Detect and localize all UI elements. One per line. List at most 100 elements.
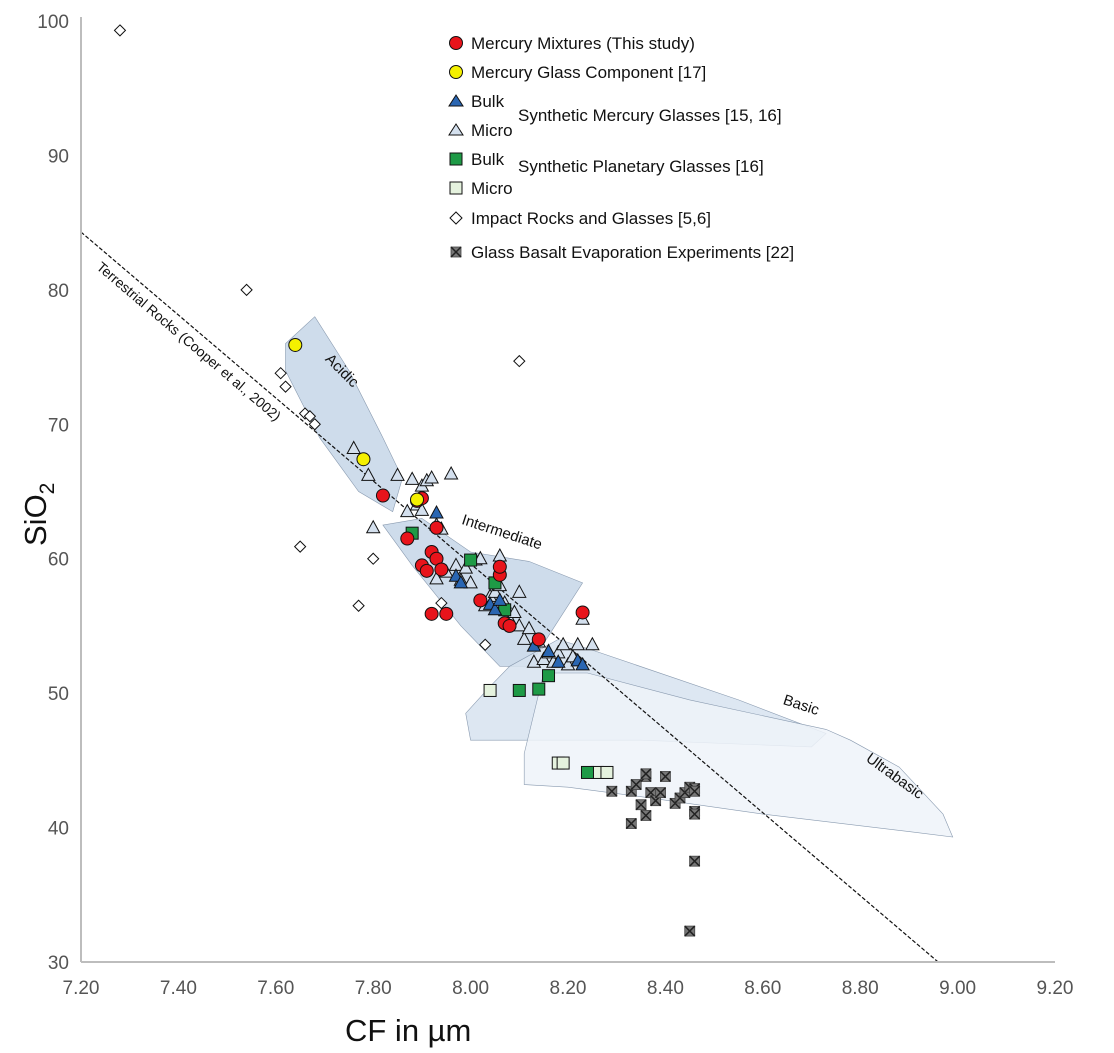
point-impact (293, 540, 307, 553)
x-tick-label: 7.80 (355, 978, 392, 999)
x-tick-label: 8.20 (550, 978, 587, 999)
point-evaporation (635, 799, 647, 811)
region-ultrabasic (523, 672, 954, 838)
trendline-group (80, 231, 939, 963)
x-tick-label: 7.20 (63, 978, 100, 999)
point-synthetic-planetary-micro (556, 756, 570, 770)
legend-marker-mercury-mixtures (449, 36, 463, 50)
point-synthetic-mercury-micro (424, 470, 439, 484)
legend-label-mercury-mixtures: Mercury Mixtures (This study) (471, 34, 695, 53)
point-evaporation (640, 768, 652, 780)
point-synthetic-planetary-bulk (464, 553, 478, 567)
point-synthetic-mercury-micro (346, 440, 362, 454)
legend-label-evaporation: Glass Basalt Evaporation Experiments [22… (471, 243, 794, 262)
point-synthetic-mercury-micro (390, 467, 405, 481)
legend-label-mercury-glass: Mercury Glass Component [17] (471, 63, 706, 82)
point-impact (479, 638, 492, 651)
y-tick-label: 60 (48, 550, 69, 571)
x-tick-label: 8.80 (842, 978, 879, 999)
point-synthetic-mercury-micro (511, 584, 527, 598)
y-tick-label: 100 (37, 12, 69, 33)
point-synthetic-mercury-micro (463, 574, 478, 589)
y-tick-label: 90 (48, 146, 69, 167)
point-mercury-mixtures (531, 632, 546, 647)
point-mercury-glass (356, 452, 371, 467)
axes (80, 17, 1055, 963)
point-evaporation (625, 818, 637, 830)
point-mercury-mixtures (502, 618, 517, 633)
y-tick-label: 70 (48, 415, 69, 436)
region-label-intermediate: Intermediate (460, 511, 545, 553)
point-synthetic-mercury-micro (399, 503, 415, 518)
point-synthetic-mercury-bulk (575, 656, 590, 671)
trendline-label: Terrestrial Rocks (Cooper et al., 2002) (94, 258, 285, 423)
point-synthetic-mercury-bulk (492, 592, 508, 606)
point-mercury-mixtures (575, 605, 590, 620)
point-evaporation (689, 785, 701, 797)
x-tick-label: 9.00 (939, 978, 976, 999)
point-evaporation (640, 809, 652, 822)
point-impact (366, 552, 380, 565)
trendline (80, 231, 939, 963)
legend: Mercury Mixtures (This study) Mercury Gl… (448, 34, 794, 262)
point-impact (279, 380, 292, 393)
point-impact (352, 599, 365, 612)
point-synthetic-mercury-micro (429, 570, 444, 585)
point-synthetic-planetary-bulk (512, 683, 526, 697)
svg-text:SiO2: SiO2 (18, 483, 59, 546)
point-synthetic-mercury-bulk (550, 654, 566, 668)
x-tick-label: 7.40 (160, 978, 197, 999)
point-synthetic-mercury-bulk (429, 504, 444, 519)
x-tick-label: 8.00 (452, 978, 489, 999)
point-impact (113, 24, 127, 37)
point-mercury-mixtures (473, 593, 488, 608)
point-mercury-mixtures (419, 563, 434, 578)
point-evaporation (689, 855, 701, 867)
point-mercury-mixtures (424, 606, 439, 621)
point-impact (435, 596, 448, 610)
legend-marker-mercury-glass (449, 65, 463, 79)
point-synthetic-planetary-bulk (542, 669, 556, 683)
legend-label-planetary-bulk: Bulk (471, 150, 505, 169)
point-impact (240, 283, 253, 297)
x-tick-label: 9.20 (1037, 978, 1074, 999)
classification-regions (285, 316, 954, 838)
point-mercury-mixtures (429, 520, 444, 535)
legend-label-mercury-bulk: Bulk (471, 92, 505, 111)
y-axis-title: SiO2 (18, 483, 59, 546)
data-points (113, 24, 701, 937)
point-evaporation (606, 785, 618, 797)
point-synthetic-mercury-bulk (487, 601, 503, 616)
point-synthetic-mercury-micro (414, 502, 430, 516)
point-synthetic-mercury-bulk (541, 643, 556, 657)
point-evaporation (689, 808, 701, 820)
legend-label-synthetic-planetary: Synthetic Planetary Glasses [16] (518, 157, 764, 176)
legend-label-mercury-micro: Micro (471, 121, 513, 140)
point-impact (303, 410, 317, 423)
region-acidic (285, 316, 403, 513)
point-mercury-mixtures (492, 559, 507, 574)
point-synthetic-mercury-micro (521, 620, 537, 635)
point-synthetic-mercury-micro (555, 636, 571, 651)
point-mercury-mixtures (375, 488, 390, 503)
point-synthetic-mercury-micro (585, 636, 600, 651)
point-evaporation (630, 779, 642, 791)
point-synthetic-mercury-micro (365, 519, 381, 534)
point-synthetic-mercury-micro (443, 465, 459, 480)
legend-marker-mercury-micro (448, 123, 464, 136)
point-synthetic-planetary-micro (600, 765, 614, 779)
x-axis-title: CF in µm (345, 1013, 471, 1048)
point-synthetic-mercury-micro (516, 631, 532, 645)
legend-label-synthetic-mercury: Synthetic Mercury Glasses [15, 16] (518, 106, 782, 125)
y-axis-title-subscript: 2 (36, 483, 59, 495)
point-impact (274, 366, 287, 380)
point-evaporation (684, 925, 696, 937)
point-mercury-mixtures (400, 531, 415, 546)
point-mercury-glass (410, 492, 425, 507)
y-tick-label: 30 (48, 953, 69, 974)
x-tick-label: 7.60 (257, 978, 294, 999)
point-synthetic-planetary-bulk (580, 765, 594, 779)
point-impact (308, 418, 321, 431)
